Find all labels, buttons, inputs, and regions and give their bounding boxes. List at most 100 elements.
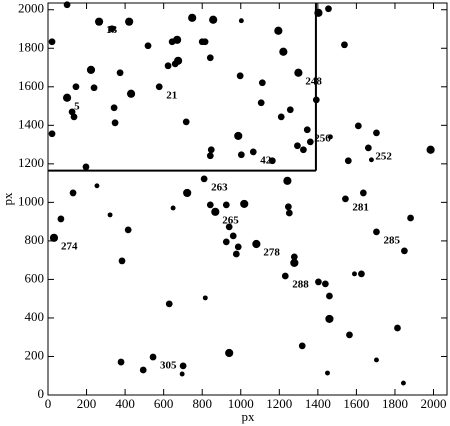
point bbox=[252, 239, 261, 249]
point bbox=[63, 1, 71, 9]
point bbox=[364, 144, 372, 152]
point bbox=[426, 145, 435, 154]
point bbox=[209, 15, 218, 24]
point bbox=[116, 69, 124, 77]
point bbox=[373, 228, 380, 236]
x-tick-label: 400 bbox=[115, 396, 135, 411]
point bbox=[206, 152, 214, 160]
point bbox=[283, 176, 292, 185]
plot-frame bbox=[47, 2, 448, 396]
point-label: 278 bbox=[263, 247, 280, 259]
point bbox=[49, 233, 59, 242]
point bbox=[358, 270, 365, 278]
point bbox=[57, 215, 65, 223]
point bbox=[118, 257, 126, 265]
point-label: 265 bbox=[222, 214, 239, 226]
point bbox=[326, 292, 333, 300]
y-tick-label: 200 bbox=[25, 347, 45, 362]
point-label: 252 bbox=[375, 150, 392, 162]
point bbox=[400, 380, 406, 386]
point bbox=[286, 106, 294, 114]
point-label: 288 bbox=[292, 278, 309, 290]
point bbox=[258, 79, 266, 87]
point-label: 5 bbox=[74, 100, 80, 112]
point bbox=[108, 25, 116, 33]
point bbox=[300, 146, 307, 154]
point bbox=[206, 201, 214, 209]
point bbox=[306, 138, 314, 146]
point bbox=[321, 280, 329, 288]
point bbox=[111, 119, 119, 127]
point bbox=[90, 84, 98, 92]
point-label: 21 bbox=[166, 89, 177, 101]
point bbox=[284, 203, 292, 211]
point bbox=[312, 96, 320, 104]
point bbox=[342, 195, 349, 203]
point bbox=[238, 18, 244, 24]
point bbox=[222, 238, 230, 246]
x-tick-label: 1600 bbox=[343, 396, 369, 411]
y-tick-label: 0 bbox=[38, 386, 45, 401]
point bbox=[48, 38, 56, 46]
point bbox=[82, 163, 90, 171]
point bbox=[48, 130, 56, 138]
point bbox=[62, 93, 72, 102]
point bbox=[237, 151, 245, 159]
point bbox=[394, 324, 401, 332]
point bbox=[173, 35, 182, 44]
point bbox=[407, 214, 414, 222]
point bbox=[298, 342, 306, 350]
point-label: 42 bbox=[260, 154, 272, 166]
point bbox=[294, 68, 303, 77]
point-label: 305 bbox=[160, 360, 177, 372]
point-label: 263 bbox=[211, 181, 228, 193]
x-axis-label: px bbox=[242, 409, 256, 424]
point bbox=[327, 134, 333, 140]
point bbox=[225, 348, 234, 358]
point bbox=[174, 56, 183, 65]
x-tick-label: 2000 bbox=[421, 396, 447, 411]
point bbox=[207, 146, 215, 154]
point bbox=[155, 83, 163, 91]
point bbox=[94, 183, 100, 189]
point bbox=[70, 113, 78, 121]
point bbox=[179, 362, 187, 370]
point bbox=[69, 189, 77, 197]
point bbox=[268, 157, 276, 165]
point bbox=[144, 42, 152, 50]
point bbox=[290, 258, 299, 267]
point-label: 248 bbox=[305, 75, 322, 87]
point bbox=[183, 188, 192, 198]
point bbox=[346, 331, 353, 339]
point bbox=[234, 243, 242, 251]
point bbox=[206, 54, 214, 62]
y-tick-label: 600 bbox=[25, 270, 45, 285]
point bbox=[257, 99, 265, 107]
point-label: 285 bbox=[383, 234, 400, 246]
point bbox=[125, 17, 134, 26]
point bbox=[86, 65, 96, 74]
point bbox=[94, 17, 104, 26]
point bbox=[240, 199, 249, 209]
x-tick-label: 1400 bbox=[305, 396, 331, 411]
point bbox=[314, 8, 323, 17]
point bbox=[315, 278, 322, 286]
point bbox=[72, 83, 80, 91]
point bbox=[374, 357, 379, 363]
point bbox=[225, 223, 233, 231]
point bbox=[325, 314, 334, 324]
x-tick-label: 200 bbox=[77, 396, 97, 411]
y-tick-label: 1600 bbox=[18, 78, 44, 93]
point bbox=[149, 353, 157, 361]
x-tick-label: 1200 bbox=[266, 396, 292, 411]
point-label: 274 bbox=[61, 240, 78, 252]
point bbox=[222, 201, 230, 209]
y-tick-label: 1000 bbox=[18, 193, 44, 208]
point bbox=[373, 129, 380, 137]
point bbox=[368, 157, 374, 163]
point bbox=[277, 113, 285, 121]
point bbox=[359, 189, 367, 197]
point bbox=[211, 207, 220, 216]
point bbox=[285, 209, 293, 217]
